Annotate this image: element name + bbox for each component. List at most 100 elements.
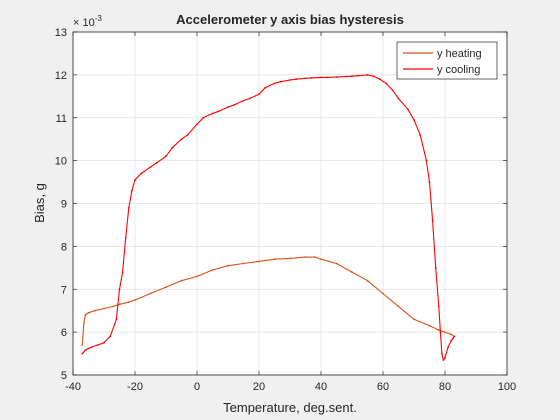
data-point-y-cooling: [264, 87, 266, 89]
y-tick-label: 11: [56, 113, 67, 125]
data-point-y-heating: [88, 312, 90, 314]
data-point-y-cooling: [311, 77, 313, 79]
y-exponent-base: × 10: [73, 17, 95, 29]
data-point-y-heating: [165, 286, 167, 288]
data-point-y-heating: [438, 329, 440, 331]
data-point-y-heating: [81, 344, 83, 346]
legend-label-y-heating: y heating: [437, 48, 482, 60]
data-point-y-cooling: [373, 75, 375, 77]
y-tick-label: 10: [55, 156, 67, 168]
data-point-y-cooling: [336, 76, 338, 78]
data-point-y-cooling: [357, 75, 359, 77]
data-point-y-cooling: [326, 77, 328, 79]
data-point-y-cooling: [202, 117, 204, 119]
data-point-y-cooling: [109, 336, 111, 338]
data-point-y-cooling: [438, 306, 440, 308]
data-point-y-cooling: [391, 89, 393, 91]
data-point-y-heating: [212, 269, 214, 271]
data-point-y-heating: [112, 306, 114, 308]
data-point-y-cooling: [444, 357, 446, 359]
data-point-y-cooling: [134, 179, 136, 181]
data-point-y-cooling: [320, 77, 322, 79]
data-point-y-heating: [413, 318, 415, 320]
x-tick-label: 60: [377, 381, 389, 393]
data-point-y-cooling: [156, 162, 158, 164]
y-tick-label: 9: [61, 199, 67, 211]
y-tick-label: 12: [55, 70, 67, 82]
data-point-y-cooling: [441, 353, 443, 355]
data-point-y-heating: [398, 306, 400, 308]
data-point-y-cooling: [150, 166, 152, 168]
data-point-y-cooling: [385, 83, 387, 85]
data-point-y-heating: [227, 265, 229, 267]
data-point-y-cooling: [452, 338, 454, 340]
y-tick-label: 6: [61, 327, 67, 339]
data-point-y-cooling: [103, 342, 105, 344]
data-point-y-heating: [128, 301, 130, 303]
data-point-y-heating: [258, 261, 260, 263]
data-point-y-heating: [103, 308, 105, 310]
y-axis-label: Bias, g: [32, 183, 47, 223]
legend: y heating y cooling: [397, 42, 497, 79]
data-point-y-heating: [85, 314, 87, 316]
data-point-y-cooling: [119, 288, 121, 290]
data-point-y-heating: [382, 293, 384, 295]
data-point-y-cooling: [227, 106, 229, 108]
data-point-y-cooling: [249, 98, 251, 100]
data-point-y-heating: [367, 280, 369, 282]
data-point-y-cooling: [398, 98, 400, 100]
x-tick-label: 20: [253, 381, 265, 393]
x-tick-label: 100: [498, 381, 516, 393]
data-point-y-cooling: [233, 104, 235, 106]
data-point-y-heating: [83, 323, 85, 325]
data-point-y-heating: [94, 310, 96, 312]
data-point-y-heating: [429, 325, 431, 327]
data-point-y-cooling: [351, 75, 353, 77]
data-point-y-heating: [289, 258, 291, 260]
data-point-y-cooling: [212, 113, 214, 115]
data-point-y-cooling: [443, 359, 445, 361]
data-point-y-cooling: [429, 181, 431, 183]
data-point-y-heating: [243, 263, 245, 265]
data-point-y-heating: [320, 258, 322, 260]
data-point-y-cooling: [81, 353, 83, 355]
data-point-y-heating: [314, 256, 316, 258]
data-point-y-heating: [336, 263, 338, 265]
x-tick-label: 0: [194, 381, 200, 393]
data-point-y-heating: [305, 256, 307, 258]
data-point-y-cooling: [165, 155, 167, 157]
y-tick-label: 5: [61, 370, 67, 382]
data-point-y-heating: [119, 303, 121, 305]
data-point-y-heating: [450, 333, 452, 335]
data-point-y-cooling: [128, 207, 130, 209]
x-axis-label: Temperature, deg.sent.: [223, 400, 357, 415]
data-point-y-cooling: [305, 77, 307, 79]
data-point-y-cooling: [413, 119, 415, 121]
data-point-y-cooling: [187, 134, 189, 136]
data-point-y-cooling: [435, 267, 437, 269]
data-point-y-cooling: [181, 138, 183, 140]
data-point-y-cooling: [274, 83, 276, 85]
data-point-y-cooling: [453, 336, 455, 338]
data-point-y-cooling: [345, 76, 347, 78]
data-point-y-cooling: [426, 160, 428, 162]
data-point-y-cooling: [367, 74, 369, 76]
x-tick-label: -20: [127, 381, 143, 393]
data-point-y-cooling: [131, 190, 133, 192]
data-point-y-heating: [444, 331, 446, 333]
data-point-y-cooling: [295, 78, 297, 80]
data-point-y-cooling: [440, 331, 442, 333]
x-tick-label: 80: [439, 381, 451, 393]
data-point-y-cooling: [379, 78, 381, 80]
data-point-y-cooling: [125, 237, 127, 239]
data-point-y-heating: [196, 276, 198, 278]
y-tick-label: 13: [55, 27, 67, 39]
data-point-y-cooling: [419, 134, 421, 136]
data-point-y-cooling: [280, 81, 282, 83]
data-point-y-heating: [150, 293, 152, 295]
data-point-y-heating: [351, 271, 353, 273]
data-point-y-cooling: [432, 220, 434, 222]
data-point-y-cooling: [407, 108, 409, 110]
data-point-y-cooling: [88, 348, 90, 350]
